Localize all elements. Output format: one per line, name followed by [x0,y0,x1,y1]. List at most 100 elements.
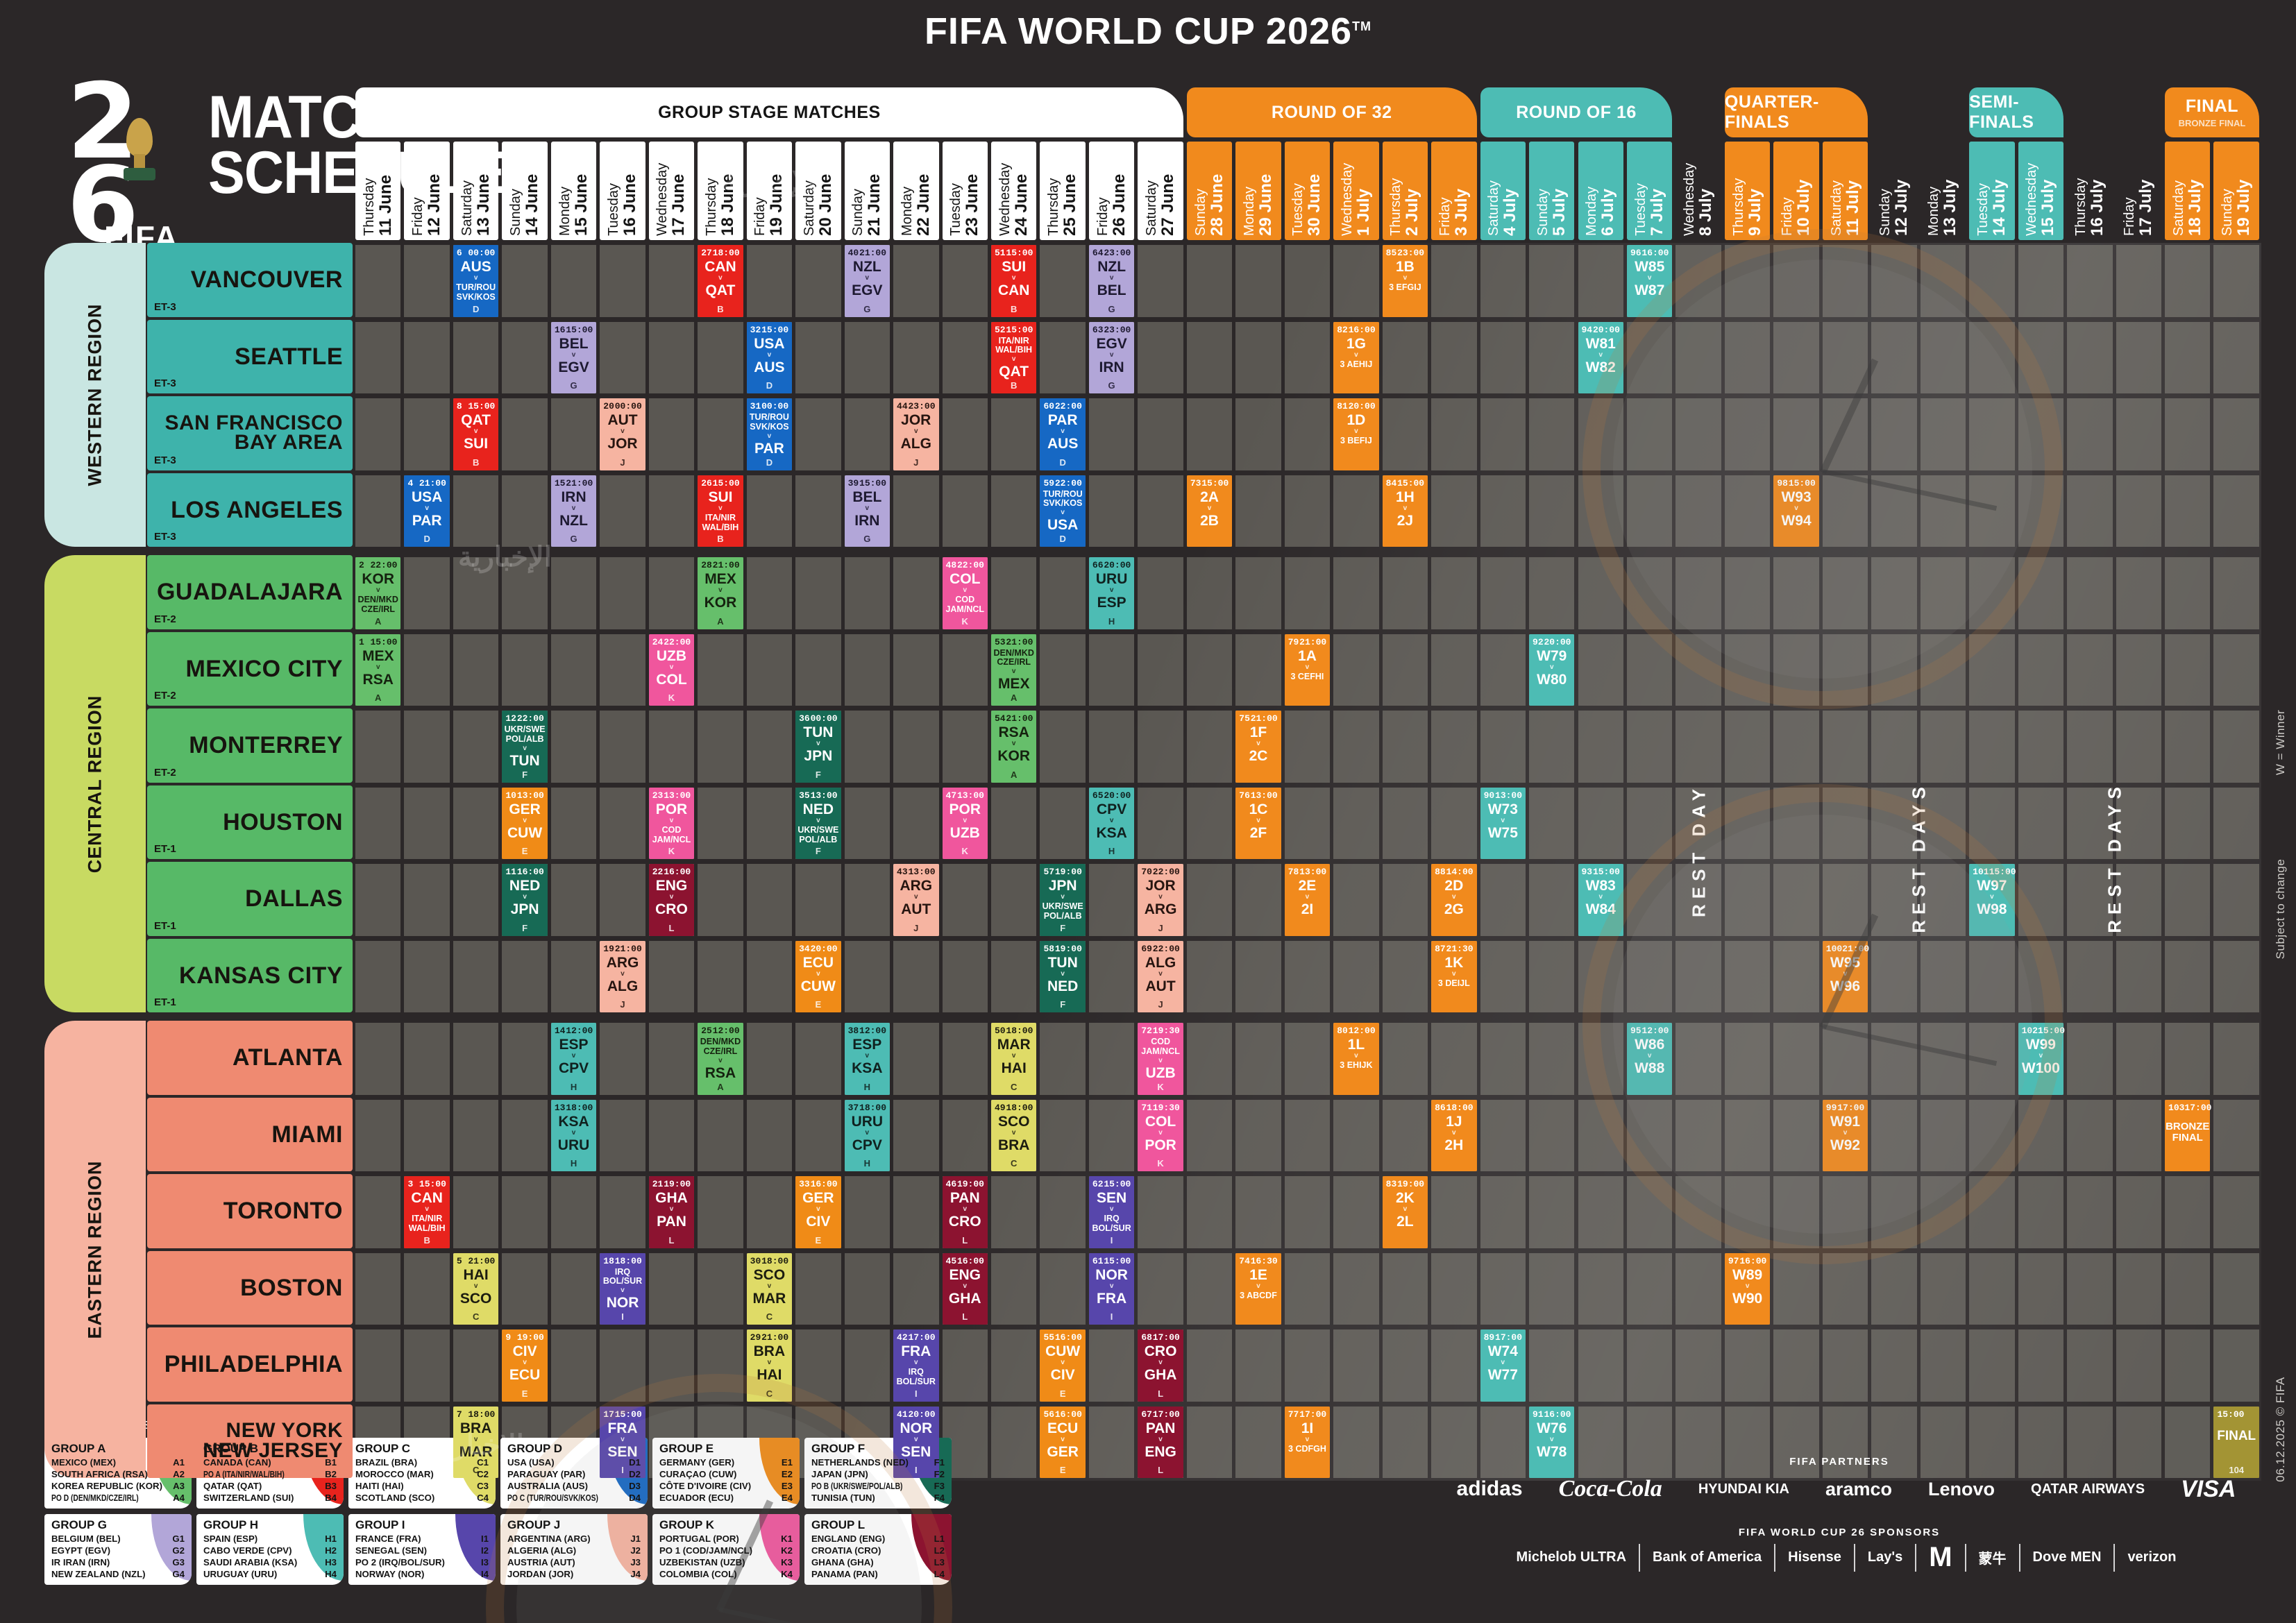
grid-cell [1969,1252,2015,1325]
versus-label: v [523,744,527,752]
match-time: 22:00 [1054,477,1082,488]
match-time: 23:00 [908,401,936,411]
grid-cell [1088,1329,1135,1402]
world-cup-trophy-icon [124,118,155,180]
grid-cell [2067,940,2113,1012]
match-number: 88 [1435,867,1446,877]
match-time: 20:00 [1104,790,1131,801]
grid-cell [2067,1329,2113,1402]
legend-team-code: D3 [629,1480,641,1491]
match-group-letter: E [815,1234,822,1246]
team-home: TUN [803,724,834,740]
legend-team-code: D4 [629,1492,641,1503]
match-group-letter: C [1011,1158,1018,1169]
grid-cell [2213,398,2259,470]
date-day: Tuesday [1290,183,1306,236]
team-home: JOR [1145,878,1176,894]
match-cell-3: 3 15:00 CAN v ITA/NIR WAL/BIH B [404,1176,450,1248]
grid-cell [795,864,841,936]
team-home: 2D [1444,878,1464,894]
grid-cell [600,634,645,706]
date-day: Sunday [2220,189,2236,236]
grid-cell [2116,1099,2161,1171]
match-header: 67 17:00 [1139,1409,1181,1420]
match-header: 72 19:30 [1139,1026,1181,1036]
legend-team-row: HAITI (HAI) C3 [355,1481,489,1493]
grid-cell [1235,1329,1281,1402]
legend-team-name: FRANCE (FRA) [355,1533,421,1544]
grid-cell [1333,940,1379,1012]
match-time: 00:00 [810,713,838,724]
match-time: 19:30 [1152,1026,1180,1036]
date-day: Tuesday [1632,183,1648,236]
match-cell-103: 103 17:00 BRONZE FINAL [2165,1099,2211,1171]
grid-cell [1871,1329,1917,1402]
grid-cell [2165,1252,2211,1325]
grid-cell [893,1176,939,1248]
date-day: Monday [899,186,915,236]
grid-cell [1186,557,1233,629]
team-home: IRN [561,488,586,505]
match-cell-97: 97 16:00 W89 v W90 [1724,1252,1771,1325]
final-match-number: 104 [2229,1465,2245,1475]
grid-cell [1284,787,1331,859]
grid-cell [648,475,695,547]
grid-cell [1138,557,1183,629]
team-away: TUN [509,752,540,769]
grid-cell [355,787,401,859]
match-header: 68 17:00 [1139,1332,1181,1343]
match-number: 63 [1092,324,1104,335]
match-header: 36 00:00 [797,713,839,724]
team-home: 1H [1395,488,1415,505]
match-header: 88 14:00 [1433,867,1475,877]
date-day: Sunday [508,189,523,236]
grid-cell [1675,711,1721,783]
match-header: 96 16:00 [1628,248,1671,258]
match-header: 43 13:00 [895,867,937,877]
grid-cell [502,557,548,629]
versus-label: v [1403,1205,1408,1214]
team-home: 2A [1200,488,1219,505]
match-cell-89: 89 17:00 W74 v W77 [1480,1329,1526,1402]
team-away: DEN/MKD CZE/IRL [357,595,398,615]
grid-cell [1773,1329,1819,1402]
match-time: 15:00 [419,1179,446,1189]
match-header: 79 21:00 [1286,637,1328,647]
team-away: MEX [997,676,1030,692]
legend-team-row: BELGIUM (BEL) G1 [51,1533,185,1545]
grid-cell [2116,1406,2161,1478]
versus-label: v [523,1359,527,1367]
grid-cell [648,321,695,393]
stage-bar-group: GROUP STAGE MATCHES [355,87,1183,137]
match-cell-18: 18 18:00 IRQ BOL/SUR v NOR I [600,1252,645,1325]
world-cup-sponsors-label: FIFA WORLD CUP 26 SPONSORS [1738,1527,1941,1538]
grid-cell [698,864,743,936]
versus-label: v [1109,274,1114,282]
match-group-letter: B [1011,303,1018,314]
date-column-18-July: Saturday 18 July [2165,142,2211,240]
team-away: W78 [1537,1443,1567,1460]
team-away: IRN [1099,359,1124,375]
sponsor-divider [1915,1543,1917,1572]
grid-cell [942,398,988,470]
match-cell-88: 88 14:00 2D v 2G [1431,864,1477,936]
team-away: USA [1047,517,1079,533]
team-home: FRA [901,1343,931,1359]
match-cell-60: 60 22:00 PAR v AUS D [1040,398,1086,470]
legend-team-name: PARAGUAY (PAR) [507,1468,586,1479]
grid-cell [1040,557,1086,629]
city-name: MIAMI [271,1121,343,1148]
sponsor-logo-mcdonalds: M [1929,1542,1952,1572]
grid-cell [698,711,743,783]
match-number: 16 [554,324,566,335]
match-group-letter: I [1110,1311,1113,1322]
versus-label: v [1305,663,1310,671]
grid-cell [2116,1176,2161,1248]
date-day: Wednesday [1682,162,1698,236]
grid-cell [1138,321,1183,393]
team-home: ALG [1145,954,1176,971]
match-time: 22:00 [516,713,544,724]
legend-team-name: NORWAY (NOR) [355,1568,425,1579]
team-home: ITA/NIR WAL/BIH [995,335,1033,355]
grid-cell [942,634,988,706]
